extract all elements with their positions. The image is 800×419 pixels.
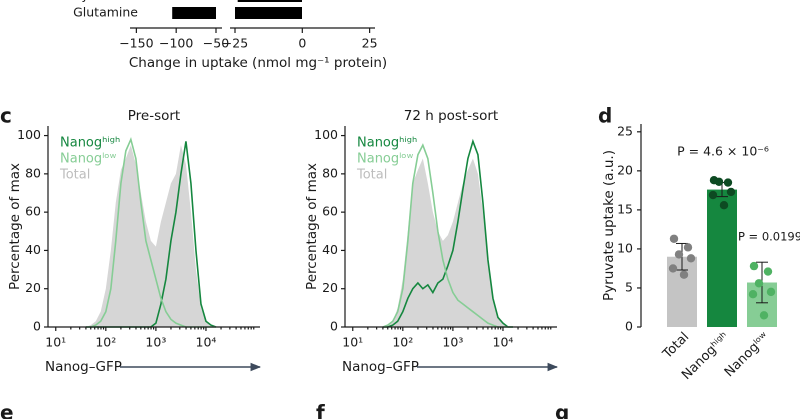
data-point — [668, 264, 678, 273]
y-tick-label: 60 — [322, 204, 338, 219]
data-point — [766, 287, 776, 297]
y-tick-label: 60 — [25, 204, 41, 219]
panel-label: e — [0, 401, 14, 419]
y-tick-label: 25 — [617, 123, 633, 138]
x-tick-label: −100 — [159, 36, 193, 51]
y-tick-label: 0 — [33, 319, 41, 334]
x-tick-label: 0 — [298, 36, 306, 51]
data-point — [714, 177, 724, 186]
y-tick-label: 80 — [25, 165, 41, 180]
data-point — [686, 254, 696, 263]
panel-label: g — [555, 401, 569, 419]
legend-label: Nanogʰⁱᵍʰ — [357, 136, 417, 151]
y-axis-label: Percentage of max — [7, 163, 23, 290]
data-point — [679, 270, 689, 279]
chart-title: Pre-sort — [128, 108, 180, 124]
data-point — [726, 187, 736, 197]
bar — [235, 7, 302, 19]
x-axis-label: Change in uptake (nmol mg⁻¹ protein) — [129, 55, 387, 71]
x-axis-label: Nanog–GFP — [342, 359, 419, 375]
data-point — [674, 250, 684, 259]
x-tick-label: 10⁴ — [196, 335, 217, 350]
y-tick-label: 40 — [25, 242, 41, 257]
annotation: P = 4.6 × 10⁻⁶ — [677, 144, 769, 159]
panel-label: f — [316, 401, 325, 419]
line — [382, 143, 513, 328]
panel-label: c — [0, 104, 12, 128]
x-tick-label: Total — [660, 330, 693, 363]
data-point — [683, 243, 693, 252]
data-point — [708, 190, 718, 200]
x-axis-label: Nanog–GFP — [45, 359, 122, 375]
y-axis-label: Percentage of max — [304, 163, 320, 290]
x-tick-label: 10⁴ — [493, 335, 514, 350]
data-point — [748, 290, 758, 299]
line — [382, 138, 513, 328]
data-point — [754, 279, 764, 288]
data-point — [759, 311, 769, 320]
y-axis-label: Pyruvate uptake (a.u.) — [601, 150, 617, 301]
data-point — [669, 234, 679, 243]
y-tick-label: 0 — [625, 319, 633, 334]
y-tick-label: 0 — [330, 319, 338, 334]
legend-label: Total — [356, 168, 387, 183]
y-tick-label: 40 — [322, 242, 338, 257]
legend-label: Nanogʰⁱᵍʰ — [60, 136, 120, 151]
panel-label: d — [598, 104, 612, 128]
chart-title: 72 h post-sort — [404, 108, 498, 124]
y-tick-label: 20 — [25, 280, 41, 295]
y-tick-label: 20 — [617, 162, 633, 177]
y-tick-label: 20 — [322, 280, 338, 295]
x-tick-label: 10³ — [442, 335, 463, 350]
x-tick-label: 10³ — [145, 335, 166, 350]
data-point — [763, 267, 773, 276]
area — [85, 145, 216, 327]
y-tick-label: 5 — [625, 279, 633, 294]
data-point — [723, 178, 733, 187]
y-tick-label: Glutamine — [73, 5, 138, 20]
legend-label: Nanogˡᵒʷ — [60, 152, 117, 167]
bar — [707, 189, 737, 327]
x-tick-label: Nanogˡᵒʷ — [722, 329, 773, 380]
y-tick-label: 10 — [617, 240, 633, 255]
y-tick-label: 100 — [17, 127, 41, 142]
x-tick-label: 25 — [362, 36, 378, 51]
legend-label: Nanogˡᵒʷ — [357, 152, 414, 167]
x-tick-label: −50 — [203, 36, 229, 51]
x-tick-label: −25 — [222, 36, 248, 51]
x-tick-label: −150 — [119, 36, 153, 51]
y-tick-label: 100 — [314, 127, 338, 142]
bar — [172, 7, 216, 19]
bar — [237, 0, 302, 2]
y-tick-label: Phenylalanine — [50, 0, 138, 3]
x-tick-label: 10¹ — [342, 335, 363, 350]
legend-label: Total — [59, 168, 90, 183]
x-tick-label: 10² — [392, 335, 413, 350]
data-point — [749, 261, 759, 271]
y-tick-label: 15 — [617, 201, 633, 216]
annotation: P = 0.0199 — [738, 230, 800, 244]
y-tick-label: 80 — [322, 165, 338, 180]
x-tick-label: 10² — [95, 335, 116, 350]
data-point — [719, 201, 729, 210]
x-tick-label: 10¹ — [45, 335, 66, 350]
